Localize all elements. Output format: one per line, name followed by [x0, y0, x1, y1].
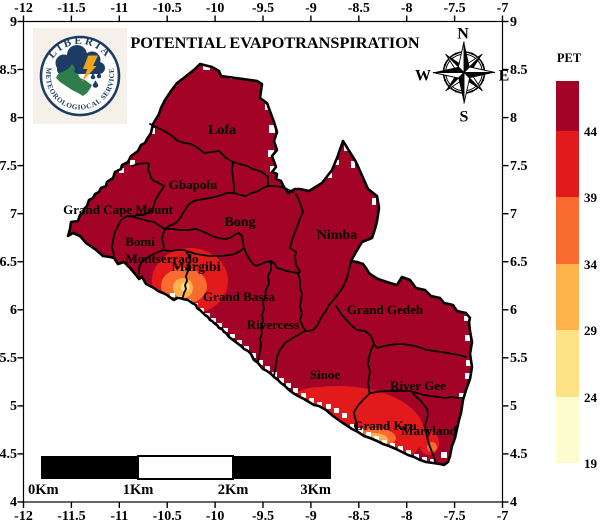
svg-text:W: W: [415, 68, 431, 85]
svg-text:E: E: [499, 68, 510, 85]
svg-text:-9.5: -9.5: [252, 1, 274, 16]
svg-text:8: 8: [510, 111, 517, 126]
svg-text:4.5: 4.5: [0, 447, 17, 462]
svg-text:6: 6: [10, 303, 17, 318]
svg-text:Rivercess: Rivercess: [247, 317, 299, 332]
svg-text:Montserrado: Montserrado: [126, 251, 199, 266]
svg-text:8.5: 8.5: [0, 63, 17, 78]
svg-text:Nimba: Nimba: [317, 228, 357, 243]
svg-text:-7: -7: [497, 509, 509, 524]
svg-text:-11: -11: [110, 509, 128, 524]
svg-text:39: 39: [584, 190, 598, 205]
svg-text:6: 6: [510, 303, 517, 318]
svg-text:24: 24: [584, 390, 598, 405]
svg-text:0Km: 0Km: [28, 482, 59, 498]
svg-text:2Km: 2Km: [218, 482, 249, 498]
svg-text:5.5: 5.5: [510, 351, 528, 366]
svg-text:7.5: 7.5: [510, 159, 528, 174]
svg-text:1Km: 1Km: [123, 482, 154, 498]
svg-text:5: 5: [510, 399, 517, 414]
svg-text:Sinoe: Sinoe: [310, 367, 341, 382]
svg-text:-11.5: -11.5: [57, 509, 85, 524]
svg-text:Grand Cape Mount: Grand Cape Mount: [63, 202, 173, 217]
svg-text:Maryland: Maryland: [401, 423, 457, 438]
svg-text:Grand Gedeh: Grand Gedeh: [347, 302, 424, 317]
svg-text:9: 9: [10, 15, 17, 30]
svg-text:5: 5: [10, 399, 17, 414]
svg-text:7: 7: [510, 207, 517, 222]
svg-text:-12: -12: [14, 509, 33, 524]
svg-text:-7.5: -7.5: [444, 509, 466, 524]
svg-text:7.5: 7.5: [0, 159, 17, 174]
svg-text:-9.5: -9.5: [252, 509, 274, 524]
svg-text:4: 4: [510, 495, 517, 510]
svg-text:-11.5: -11.5: [57, 1, 85, 16]
svg-text:-9: -9: [305, 1, 317, 16]
svg-text:-8: -8: [401, 1, 413, 16]
svg-text:Grand Bassa: Grand Bassa: [203, 289, 275, 304]
svg-text:4.5: 4.5: [510, 447, 528, 462]
svg-text:9: 9: [510, 15, 517, 30]
svg-text:-12: -12: [14, 1, 33, 16]
svg-text:-8: -8: [401, 509, 413, 524]
svg-text:N: N: [457, 26, 469, 43]
svg-text:Lofa: Lofa: [208, 123, 236, 138]
svg-text:-11: -11: [110, 1, 128, 16]
svg-text:19: 19: [584, 456, 598, 471]
svg-text:-10.5: -10.5: [153, 1, 182, 16]
svg-text:Grand Kru: Grand Kru: [353, 418, 416, 433]
svg-text:-10: -10: [206, 1, 225, 16]
svg-text:7: 7: [10, 207, 17, 222]
svg-text:-9: -9: [305, 509, 317, 524]
svg-text:-10.5: -10.5: [153, 509, 182, 524]
svg-text:6.5: 6.5: [0, 255, 17, 270]
svg-text:Margibi: Margibi: [172, 260, 221, 275]
svg-text:S: S: [460, 109, 469, 126]
svg-text:River Gee: River Gee: [390, 378, 446, 393]
svg-text:4: 4: [10, 495, 17, 510]
svg-text:-8.5: -8.5: [348, 1, 370, 16]
svg-text:8.5: 8.5: [510, 63, 528, 78]
svg-text:3Km: 3Km: [300, 482, 331, 498]
svg-text:44: 44: [584, 124, 598, 139]
svg-text:Bomi: Bomi: [125, 234, 155, 249]
svg-text:-8.5: -8.5: [348, 509, 370, 524]
svg-text:-7: -7: [497, 1, 509, 16]
svg-text:5.5: 5.5: [0, 351, 17, 366]
svg-text:29: 29: [584, 323, 598, 338]
svg-text:6.5: 6.5: [510, 255, 528, 270]
svg-text:34: 34: [584, 257, 598, 272]
svg-text:Bong: Bong: [224, 215, 255, 230]
svg-text:-10: -10: [206, 509, 225, 524]
svg-text:PET: PET: [557, 51, 582, 65]
svg-text:Gbapolu: Gbapolu: [169, 177, 217, 192]
svg-text:-7.5: -7.5: [444, 1, 466, 16]
svg-text:POTENTIAL EVAPOTRANSPIRATION: POTENTIAL EVAPOTRANSPIRATION: [130, 33, 420, 52]
svg-text:8: 8: [10, 111, 17, 126]
